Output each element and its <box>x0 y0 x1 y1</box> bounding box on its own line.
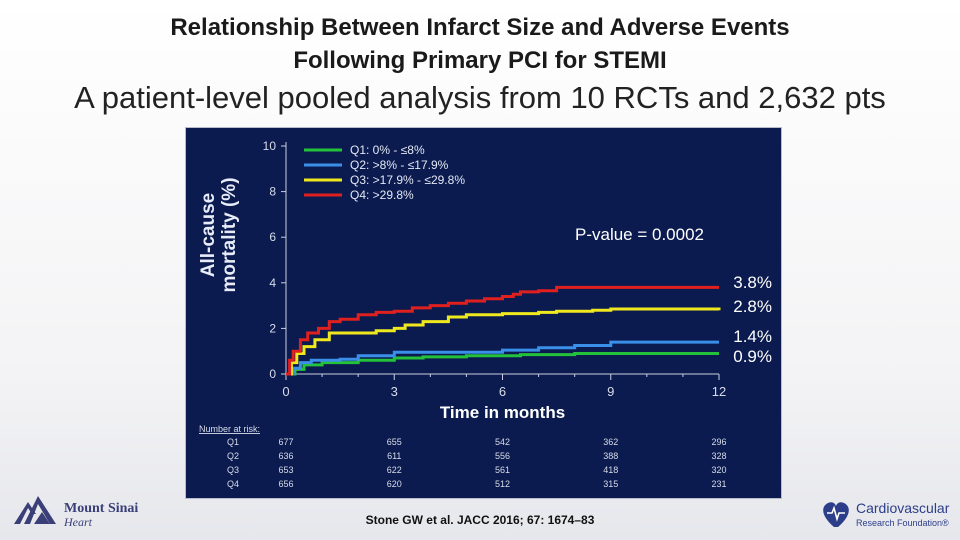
risk-count: 296 <box>711 437 726 447</box>
x-tick-label: 3 <box>391 384 398 399</box>
mount-sinai-logo: Mount Sinai Heart <box>14 496 138 529</box>
legend-label-q1: Q1: 0% - ≤8% <box>350 143 425 157</box>
chart-panel: 0 2 4 6 8 10 0 3 6 9 12 Time in months Q1: 0% - ≤8% Q… <box>185 127 782 499</box>
y-axis-label-line1: All-cause <box>198 192 219 278</box>
y-axis-label: All-cause mortality (%) <box>198 135 240 335</box>
risk-count: 328 <box>711 451 726 461</box>
y-tick-label: 6 <box>269 230 276 244</box>
risk-count: 362 <box>603 437 618 447</box>
y-axis-label-line2: mortality (%) <box>219 177 240 293</box>
y-tick-label: 0 <box>269 367 276 381</box>
risk-group-label: Q2 <box>227 451 239 461</box>
slide-subtitle: A patient-level pooled analysis from 10 … <box>74 80 886 115</box>
risk-count: 656 <box>278 479 293 489</box>
crf-name: Cardiovascular <box>856 500 950 516</box>
risk-group-label: Q4 <box>227 479 239 489</box>
x-tick-label: 12 <box>712 384 726 399</box>
series-line-q4 <box>286 285 719 376</box>
risk-count: 418 <box>603 465 618 475</box>
mountain-icon <box>14 496 56 524</box>
citation: Stone GW et al. JACC 2016; 67: 1674–83 <box>365 513 595 527</box>
risk-count: 677 <box>278 437 293 447</box>
end-value-label: 0.9% <box>733 347 772 366</box>
y-tick-label: 8 <box>269 185 276 199</box>
p-value-label: P-value = 0.0002 <box>575 225 704 244</box>
crf-logo: Cardiovascular Research Foundation® <box>823 500 950 528</box>
risk-count: 512 <box>495 479 510 489</box>
risk-group-label: Q1 <box>227 437 239 447</box>
logo-heart: Heart <box>63 515 93 529</box>
risk-group-label: Q3 <box>227 465 239 475</box>
risk-count: 556 <box>495 451 510 461</box>
risk-count: 388 <box>603 451 618 461</box>
x-tick-label: 9 <box>607 384 614 399</box>
series-line-q3 <box>286 307 721 376</box>
end-value-label: 3.8% <box>733 273 772 292</box>
risk-count: 622 <box>387 465 402 475</box>
y-tick-label: 2 <box>269 321 276 335</box>
risk-count: 653 <box>278 465 293 475</box>
legend-label-q3: Q3: >17.9% - ≤29.8% <box>350 173 465 187</box>
y-tick-label: 4 <box>269 276 276 290</box>
risk-count: 542 <box>495 437 510 447</box>
risk-count: 636 <box>278 451 293 461</box>
end-value-label: 1.4% <box>733 327 772 346</box>
slide-title-line2: Following Primary PCI for STEMI <box>293 47 667 74</box>
risk-count: 231 <box>711 479 726 489</box>
risk-count: 655 <box>387 437 402 447</box>
legend-label-q2: Q2: >8% - ≤17.9% <box>350 158 449 172</box>
series-line-q2 <box>286 340 719 376</box>
risk-count: 320 <box>711 465 726 475</box>
risk-count: 611 <box>387 451 401 461</box>
x-tick-label: 6 <box>499 384 506 399</box>
logo-name: Mount Sinai <box>64 501 138 516</box>
series-line-q1 <box>286 352 719 376</box>
risk-count: 561 <box>495 465 510 475</box>
y-tick-label: 10 <box>263 139 277 153</box>
risk-count: 620 <box>387 479 402 489</box>
risk-count: 315 <box>603 479 618 489</box>
slide-title-line1: Relationship Between Infarct Size and Ad… <box>170 14 790 41</box>
x-tick-label: 0 <box>282 384 289 399</box>
legend-label-q4: Q4: >29.8% <box>350 188 414 202</box>
number-at-risk-title: Number at risk: <box>199 424 260 434</box>
x-axis-label: Time in months <box>440 403 565 422</box>
crf-subname: Research Foundation® <box>856 518 949 528</box>
end-value-label: 2.8% <box>733 297 772 316</box>
